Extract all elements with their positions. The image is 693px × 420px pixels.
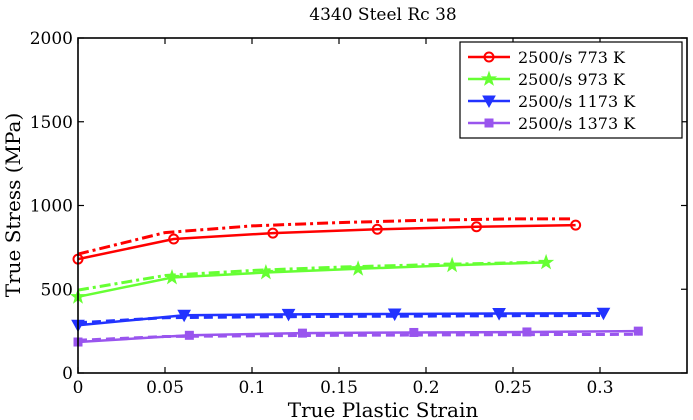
y-tick-label: 500 bbox=[41, 280, 73, 300]
circle-marker bbox=[267, 227, 279, 239]
y-tick-label: 0 bbox=[62, 364, 73, 384]
series-fit-5 bbox=[77, 260, 545, 292]
star-marker bbox=[257, 263, 275, 280]
circle-marker bbox=[483, 51, 495, 63]
star-marker bbox=[350, 260, 367, 276]
x-axis-label: True Plastic Strain bbox=[288, 398, 479, 420]
plot-frame bbox=[77, 37, 688, 374]
series-fit-4 bbox=[77, 217, 571, 256]
series-line bbox=[77, 314, 601, 325]
triangle-marker bbox=[281, 308, 296, 322]
legend-label: 2500/s 973 K bbox=[518, 70, 626, 89]
circle-marker bbox=[570, 219, 582, 231]
square-marker bbox=[484, 118, 494, 128]
legend: 2500/s 773 K 2500/s 973 K 2500/s 1173 K 250… bbox=[459, 41, 683, 139]
legend-entry: 2500/s 1173 K bbox=[468, 92, 636, 111]
series-fit-7 bbox=[77, 332, 639, 342]
legend-entry: 2500/s 773 K bbox=[468, 48, 626, 67]
legend-entry: 2500/s 973 K bbox=[468, 70, 626, 89]
series-line bbox=[77, 217, 571, 256]
y-tick-label: 2000 bbox=[30, 29, 73, 49]
series-line bbox=[77, 260, 545, 292]
x-tick-label: 0.15 bbox=[320, 378, 358, 398]
chart-title: 4340 Steel Rc 38 bbox=[309, 5, 456, 25]
legend-label: 2500/s 773 K bbox=[518, 48, 626, 67]
y-tick-label: 1000 bbox=[30, 197, 73, 217]
y-axis-label: True Stress (MPa) bbox=[1, 113, 25, 298]
square-marker bbox=[297, 328, 307, 338]
series-fit-6 bbox=[77, 314, 601, 325]
triangle-marker bbox=[387, 308, 402, 322]
x-tick-label: 0.05 bbox=[146, 378, 184, 398]
x-tick-label: 0.2 bbox=[412, 378, 439, 398]
x-tick-label: 0.3 bbox=[586, 378, 613, 398]
series-line bbox=[77, 223, 576, 261]
triangle-marker bbox=[482, 95, 496, 109]
triangle-marker bbox=[492, 308, 506, 321]
circle-marker bbox=[470, 221, 482, 233]
legend-entry: 2500/s 1373 K bbox=[468, 114, 636, 133]
triangle-marker bbox=[596, 307, 611, 321]
circle-marker bbox=[371, 223, 383, 235]
triangle-marker bbox=[177, 309, 191, 323]
star-marker bbox=[537, 253, 555, 270]
series-layer bbox=[69, 217, 643, 347]
y-tick-label: 1500 bbox=[30, 113, 73, 133]
legend-label: 2500/s 1173 K bbox=[518, 92, 636, 111]
star-marker bbox=[480, 70, 498, 86]
square-marker bbox=[409, 327, 419, 337]
axis-ticks: 0 0.05 0.1 0.15 0.2 0.25 0.3 0 500 1000 1500 2000 bbox=[30, 29, 687, 398]
x-tick-label: 0.25 bbox=[494, 378, 532, 398]
series-2500-s-773-k bbox=[72, 219, 582, 265]
x-tick-label: 0.1 bbox=[238, 378, 265, 398]
legend-label: 2500/s 1373 K bbox=[518, 114, 636, 133]
x-tick-label: 0 bbox=[73, 378, 84, 398]
circle-marker bbox=[168, 233, 180, 245]
series-line bbox=[77, 332, 639, 342]
